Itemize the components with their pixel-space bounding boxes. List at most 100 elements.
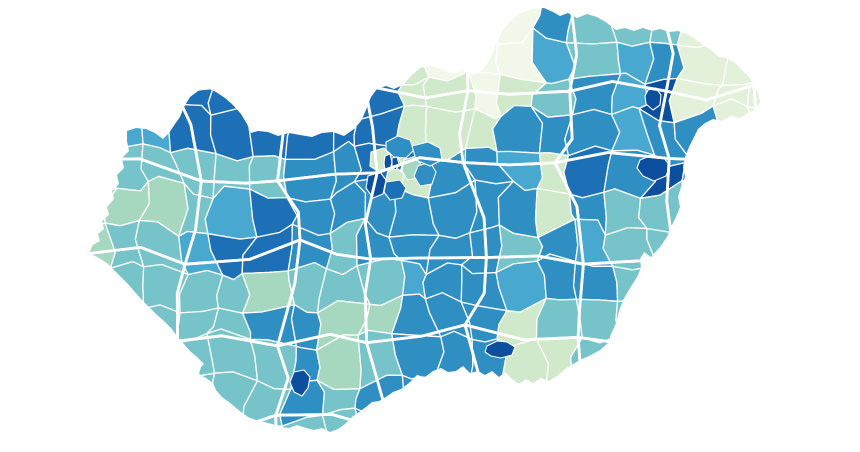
district-cell[interactable] [499, 381, 546, 428]
district-cell[interactable] [29, 184, 79, 232]
district-cell[interactable] [818, 41, 860, 84]
district-cell[interactable] [68, 293, 112, 345]
district-cell[interactable] [386, 31, 430, 86]
district-cell[interactable] [681, 160, 726, 198]
district-cell[interactable] [676, 255, 718, 316]
district-cell[interactable] [98, 0, 149, 39]
district-cell[interactable] [32, 229, 80, 270]
district-cell[interactable] [570, 415, 623, 452]
district-cell[interactable] [134, 79, 187, 115]
district-cell[interactable] [29, 145, 76, 187]
district-cell[interactable] [212, 0, 254, 48]
district-cell[interactable] [281, 29, 330, 82]
district-cell[interactable] [41, 261, 77, 311]
district-cell[interactable] [716, 156, 758, 198]
district-cell[interactable] [109, 260, 145, 310]
district-cell[interactable] [500, 411, 550, 450]
district-cell[interactable] [616, 332, 654, 384]
district-cell[interactable] [714, 0, 753, 47]
district-cell[interactable] [424, 414, 473, 452]
district-cell[interactable] [612, 264, 659, 308]
district-cell[interactable] [616, 376, 659, 417]
district-cell[interactable] [787, 0, 828, 47]
district-cell[interactable] [326, 0, 364, 43]
district-cell[interactable] [461, 39, 501, 75]
district-cell[interactable] [721, 39, 762, 86]
district-cell[interactable] [785, 75, 824, 120]
district-cell[interactable] [241, 1, 298, 48]
district-cell[interactable] [79, 333, 111, 387]
district-cell[interactable] [138, 407, 189, 452]
district-cell[interactable] [641, 334, 676, 387]
district-cell[interactable] [212, 35, 257, 90]
district-cell[interactable] [713, 251, 758, 311]
district-cell[interactable] [37, 105, 73, 157]
district-cell[interactable] [426, 375, 469, 425]
district-cell[interactable] [35, 82, 70, 114]
district-cell[interactable] [98, 26, 147, 82]
district-cell[interactable] [0, 259, 50, 300]
district-cell[interactable] [100, 403, 148, 452]
district-cell[interactable] [643, 376, 686, 421]
district-cell[interactable] [104, 107, 149, 149]
district-cell[interactable] [0, 294, 43, 352]
district-cell[interactable] [674, 308, 716, 343]
district-cell[interactable] [349, 0, 397, 38]
district-cell[interactable] [135, 35, 186, 84]
district-cell[interactable] [792, 111, 824, 162]
district-cell[interactable] [386, 5, 437, 38]
district-cell[interactable] [100, 332, 151, 385]
district-cell[interactable] [646, 227, 688, 267]
district-cell[interactable] [0, 145, 44, 193]
district-cell[interactable] [102, 69, 149, 119]
district-cell[interactable] [0, 187, 32, 232]
district-cell[interactable] [144, 0, 173, 44]
district-cell[interactable] [241, 425, 284, 452]
district-cell[interactable] [709, 232, 753, 264]
district-cell[interactable] [675, 224, 718, 262]
district-cell[interactable] [354, 407, 394, 452]
district-cell[interactable] [820, 82, 860, 119]
district-cell[interactable] [749, 0, 796, 47]
district-cell[interactable] [539, 386, 575, 427]
district-overlay[interactable] [383, 179, 407, 201]
district-cell[interactable] [746, 106, 794, 162]
district-cell[interactable] [669, 337, 718, 382]
district-cell[interactable] [609, 0, 655, 47]
district-cell[interactable] [459, 387, 513, 426]
district-overlay[interactable] [289, 369, 311, 397]
district-cell[interactable] [612, 409, 659, 452]
district-cell[interactable] [241, 29, 298, 86]
district-overlay[interactable] [383, 153, 393, 172]
district-cell[interactable] [61, 104, 110, 159]
district-cell[interactable] [676, 39, 731, 86]
district-cell[interactable] [182, 369, 216, 423]
district-cell[interactable] [459, 414, 509, 452]
district-cell[interactable] [0, 110, 44, 157]
district-cell[interactable] [30, 342, 82, 386]
district-cell[interactable] [41, 294, 80, 347]
district-cell[interactable] [73, 141, 118, 194]
district-cell[interactable] [100, 376, 148, 415]
district-cell[interactable] [676, 2, 731, 49]
district-cell[interactable] [68, 261, 113, 312]
district-cell[interactable] [78, 376, 111, 416]
district-cell[interactable] [353, 33, 404, 86]
district-cell[interactable] [386, 417, 431, 452]
district-cell[interactable] [27, 41, 70, 84]
district-cell[interactable] [675, 179, 726, 234]
district-cell[interactable] [171, 35, 221, 81]
district-cell[interactable] [642, 260, 688, 313]
district-cell[interactable] [281, 0, 331, 43]
district-cell[interactable] [136, 369, 193, 423]
district-cell[interactable] [62, 69, 112, 114]
district-cell[interactable] [709, 183, 756, 240]
district-cell[interactable] [422, 4, 473, 41]
district-cell[interactable] [615, 299, 654, 338]
district-cell[interactable] [750, 185, 800, 238]
district-cell[interactable] [173, 410, 220, 452]
district-cell[interactable] [63, 31, 107, 85]
district-cell[interactable] [535, 297, 583, 340]
district-cell[interactable] [792, 150, 832, 198]
